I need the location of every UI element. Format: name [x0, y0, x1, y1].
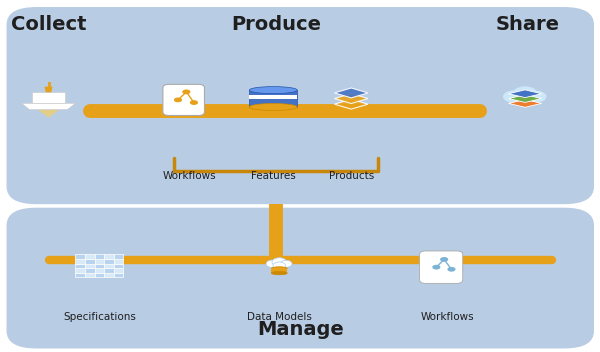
- Polygon shape: [271, 269, 287, 273]
- FancyBboxPatch shape: [7, 7, 594, 204]
- Polygon shape: [334, 94, 368, 103]
- FancyBboxPatch shape: [76, 254, 85, 259]
- FancyBboxPatch shape: [76, 272, 85, 277]
- Polygon shape: [334, 88, 368, 98]
- FancyBboxPatch shape: [95, 272, 104, 277]
- FancyBboxPatch shape: [85, 264, 95, 268]
- FancyBboxPatch shape: [95, 268, 104, 272]
- Polygon shape: [509, 90, 542, 98]
- Text: Specifications: Specifications: [63, 312, 136, 321]
- Circle shape: [432, 265, 440, 270]
- Circle shape: [280, 260, 292, 267]
- Polygon shape: [250, 95, 297, 99]
- Polygon shape: [509, 100, 542, 107]
- Text: Produce: Produce: [231, 15, 321, 34]
- FancyBboxPatch shape: [114, 272, 124, 277]
- FancyBboxPatch shape: [85, 272, 95, 277]
- Polygon shape: [32, 92, 65, 103]
- FancyBboxPatch shape: [7, 208, 594, 348]
- FancyBboxPatch shape: [114, 264, 124, 268]
- Text: Manage: Manage: [257, 320, 344, 339]
- FancyBboxPatch shape: [163, 84, 205, 115]
- FancyBboxPatch shape: [85, 259, 95, 264]
- Circle shape: [440, 257, 448, 262]
- Circle shape: [511, 94, 529, 105]
- Text: Workflows: Workflows: [163, 171, 216, 181]
- Polygon shape: [334, 99, 368, 109]
- Polygon shape: [250, 90, 297, 107]
- Text: Share: Share: [496, 15, 560, 34]
- FancyBboxPatch shape: [95, 264, 104, 268]
- Text: Products: Products: [329, 171, 374, 181]
- FancyBboxPatch shape: [76, 259, 85, 264]
- FancyBboxPatch shape: [85, 268, 95, 272]
- Polygon shape: [509, 95, 542, 102]
- FancyBboxPatch shape: [104, 268, 114, 272]
- Text: Features: Features: [251, 171, 296, 181]
- Text: Workflows: Workflows: [421, 312, 474, 321]
- FancyBboxPatch shape: [419, 251, 463, 283]
- FancyBboxPatch shape: [76, 264, 85, 268]
- Text: Collect: Collect: [11, 15, 86, 34]
- Text: Data Models: Data Models: [247, 312, 312, 321]
- Polygon shape: [38, 110, 59, 118]
- Ellipse shape: [271, 271, 287, 275]
- FancyBboxPatch shape: [85, 254, 95, 259]
- FancyBboxPatch shape: [104, 264, 114, 268]
- Ellipse shape: [271, 267, 287, 270]
- FancyBboxPatch shape: [104, 254, 114, 259]
- Circle shape: [527, 91, 547, 102]
- Circle shape: [174, 98, 182, 102]
- FancyBboxPatch shape: [95, 254, 104, 259]
- FancyBboxPatch shape: [95, 259, 104, 264]
- FancyBboxPatch shape: [104, 272, 114, 277]
- FancyBboxPatch shape: [114, 259, 124, 264]
- FancyBboxPatch shape: [76, 268, 85, 272]
- Circle shape: [190, 100, 198, 105]
- Polygon shape: [22, 103, 76, 110]
- FancyBboxPatch shape: [104, 259, 114, 264]
- Polygon shape: [44, 87, 53, 92]
- Circle shape: [182, 89, 190, 94]
- FancyBboxPatch shape: [114, 268, 124, 272]
- Circle shape: [272, 258, 287, 266]
- Ellipse shape: [250, 103, 297, 111]
- Circle shape: [503, 90, 524, 103]
- Circle shape: [512, 86, 538, 101]
- Circle shape: [448, 267, 455, 272]
- Ellipse shape: [250, 87, 297, 94]
- Circle shape: [266, 260, 279, 268]
- Circle shape: [273, 262, 286, 270]
- FancyBboxPatch shape: [114, 254, 124, 259]
- Circle shape: [521, 94, 539, 105]
